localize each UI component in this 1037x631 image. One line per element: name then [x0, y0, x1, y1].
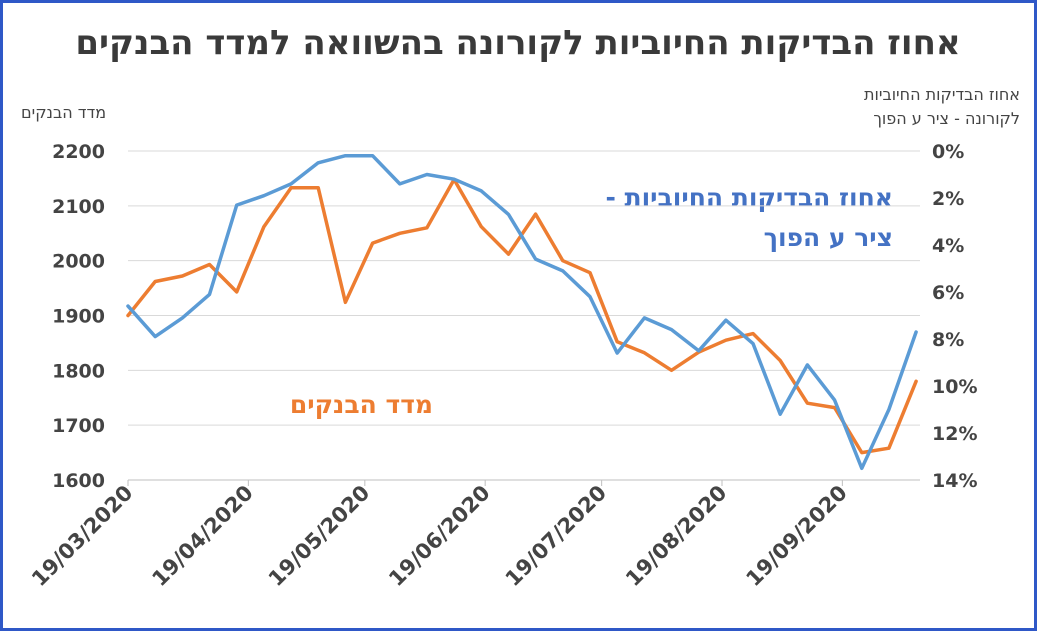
right-axis-title-line2: לקורונה - ציר ע הפוך [873, 109, 1020, 128]
right-tick-label: 0% [932, 141, 964, 163]
x-tick-label: 19/06/2020 [384, 481, 494, 591]
right-tick-label: 10% [932, 376, 977, 398]
series-label-bank-index: מדד הבנקים [289, 390, 433, 419]
x-tick-label: 19/07/2020 [501, 481, 611, 591]
left-tick-label: 2000 [52, 251, 105, 273]
right-tick-label: 2% [932, 188, 964, 210]
series-label-positive-tests: אחוז הבדיקות החיוביות - ציר ע הפוך [605, 183, 893, 252]
series-lines [126, 153, 918, 471]
chart-title: אחוז הבדיקות החיוביות לקורונה בהשוואה למ… [75, 23, 961, 63]
right-tick-label: 14% [932, 470, 977, 492]
x-tick-label: 19/08/2020 [621, 481, 731, 591]
left-axis-title: מדד הבנקים [21, 103, 107, 122]
x-tick-label: 19/04/2020 [147, 481, 257, 591]
axes [127, 479, 920, 486]
right-axis-title: אחוז הבדיקות החיוביות לקורונה - ציר ע הפ… [820, 83, 1020, 131]
series-line-positive-tests [126, 153, 918, 471]
right-tick-label: 12% [932, 423, 977, 445]
left-tick-label: 1800 [52, 360, 105, 382]
left-tick-label: 1600 [52, 470, 105, 492]
left-tick-label: 2100 [52, 196, 105, 218]
right-tick-label: 8% [932, 329, 964, 351]
left-tick-label: 2200 [52, 141, 105, 163]
x-tick-label: 19/05/2020 [264, 481, 374, 591]
right-axis-title-line1: אחוז הבדיקות החיוביות [863, 85, 1020, 104]
x-tick-label: 19/03/2020 [27, 481, 137, 591]
left-tick-label: 1700 [52, 415, 105, 437]
series-line-bank-index [126, 177, 918, 455]
left-tick-label: 1900 [52, 306, 105, 328]
right-tick-label: 6% [932, 282, 964, 304]
x-tick-label: 19/09/2020 [741, 481, 851, 591]
right-tick-label: 4% [932, 235, 964, 257]
